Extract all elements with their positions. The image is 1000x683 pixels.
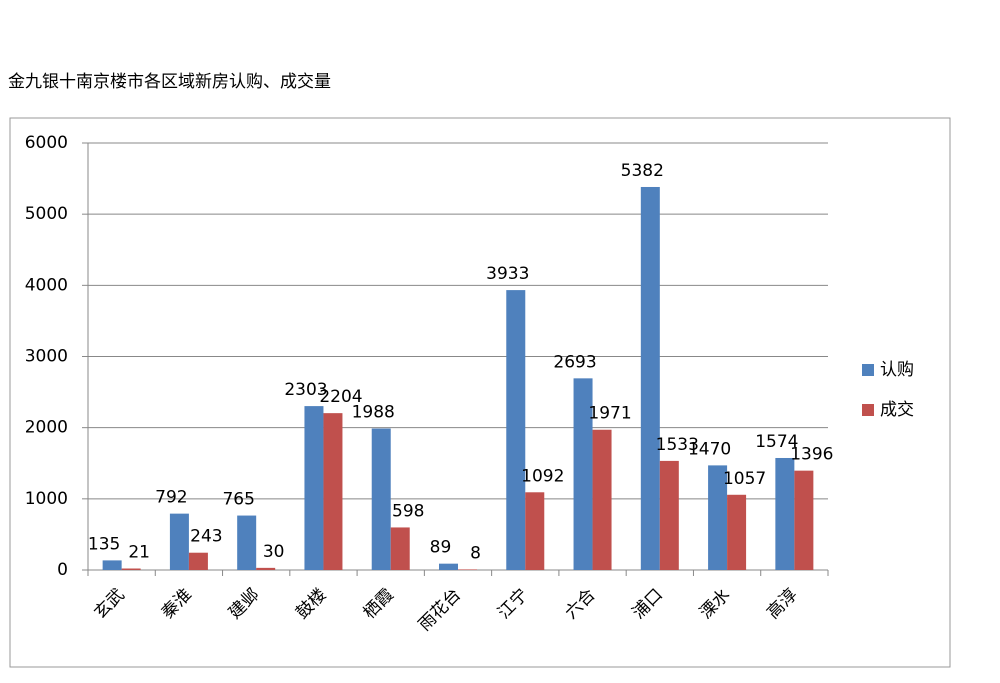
- value-label: 2204: [319, 387, 362, 407]
- value-label: 243: [190, 527, 222, 547]
- legend-label: 认购: [880, 360, 914, 380]
- value-label: 598: [392, 501, 424, 521]
- y-tick-label: 2000: [25, 418, 68, 438]
- value-label: 21: [128, 543, 150, 563]
- x-tick-label: 鼓楼: [292, 585, 330, 623]
- chart-border: [9, 117, 951, 668]
- legend-swatch: [862, 404, 874, 416]
- bar: [102, 560, 122, 570]
- bar: [592, 429, 612, 570]
- x-tick-label: 溧水: [696, 585, 734, 623]
- bar: [188, 552, 208, 570]
- value-label: 1574: [755, 432, 798, 452]
- bar: [525, 492, 545, 570]
- bar: [640, 186, 660, 570]
- y-tick-label: 0: [57, 560, 68, 580]
- value-label: 8: [470, 543, 481, 563]
- value-label: 5382: [621, 161, 664, 181]
- bar: [390, 527, 410, 570]
- value-label: 30: [263, 542, 285, 562]
- x-tick-label: 江宁: [494, 585, 532, 623]
- bar: [371, 428, 391, 570]
- bar: [323, 413, 343, 570]
- value-label: 765: [222, 490, 254, 510]
- x-tick-label: 玄武: [91, 585, 129, 623]
- bar: [573, 378, 593, 570]
- x-tick-label: 秦淮: [158, 585, 196, 623]
- bar: [169, 513, 189, 570]
- bar: [659, 460, 679, 570]
- value-label: 89: [430, 538, 452, 558]
- value-label: 1470: [688, 439, 731, 459]
- value-label: 792: [155, 488, 187, 508]
- bar: [237, 515, 257, 570]
- value-label: 1057: [723, 469, 766, 489]
- x-tick-label: 高淳: [763, 585, 801, 623]
- value-label: 1396: [790, 445, 833, 465]
- value-label: 2303: [284, 380, 327, 400]
- y-tick-label: 4000: [25, 275, 68, 295]
- x-tick-label: 雨花台: [415, 585, 465, 635]
- value-label: 135: [88, 534, 120, 554]
- bar: [775, 457, 795, 570]
- chart-title: 金九银十南京楼市各区域新房认购、成交量: [8, 72, 331, 92]
- value-label: 1533: [656, 435, 699, 455]
- y-tick-label: 1000: [25, 489, 68, 509]
- bar: [439, 563, 458, 570]
- x-tick-label: 栖霞: [360, 585, 398, 623]
- value-label: 2693: [553, 352, 596, 372]
- bar: [304, 406, 324, 570]
- bar: [121, 568, 141, 570]
- y-tick-label: 6000: [25, 133, 68, 153]
- value-label: 1092: [521, 466, 564, 486]
- bar: [727, 494, 747, 570]
- legend-swatch: [862, 364, 874, 376]
- x-tick-label: 浦口: [629, 585, 667, 623]
- y-tick-label: 5000: [25, 204, 68, 224]
- legend-label: 成交: [880, 400, 914, 420]
- x-tick-label: 六合: [561, 585, 599, 623]
- value-label: 3933: [486, 264, 529, 284]
- bar: [506, 290, 526, 570]
- bar: [458, 569, 477, 570]
- x-tick-label: 建邺: [225, 585, 263, 623]
- bar: [794, 470, 814, 570]
- bar: [708, 465, 728, 570]
- bar: [256, 567, 276, 570]
- value-label: 1988: [352, 403, 395, 423]
- value-label: 1971: [588, 404, 631, 424]
- y-tick-label: 3000: [25, 347, 68, 367]
